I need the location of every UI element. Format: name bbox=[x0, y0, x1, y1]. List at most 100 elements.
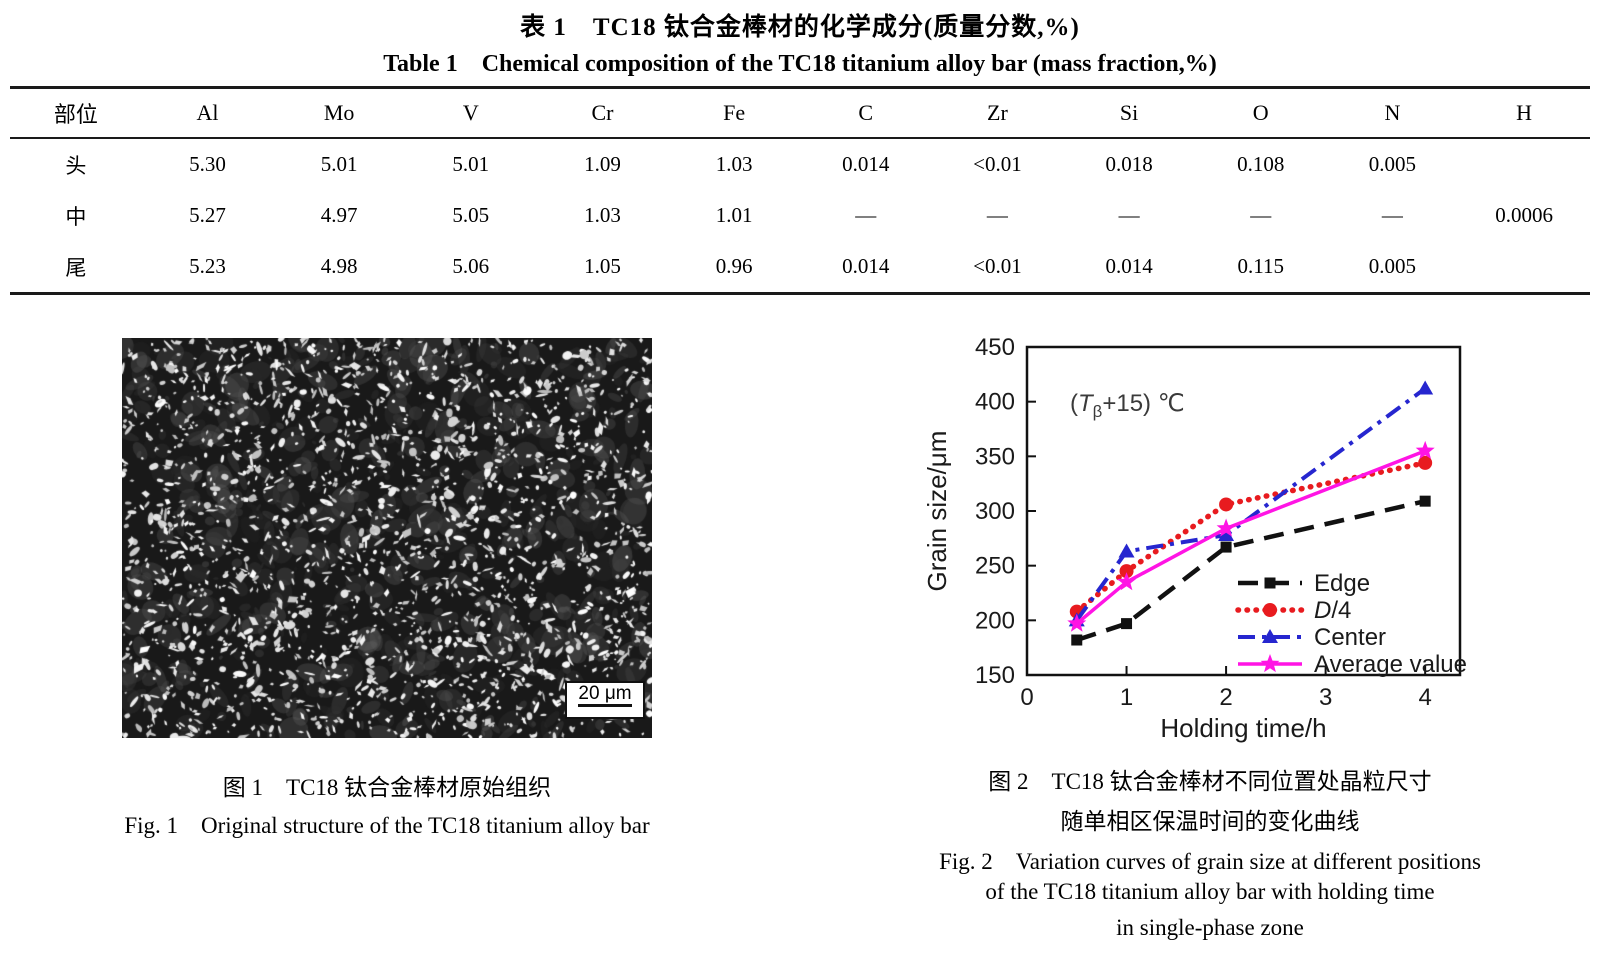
table-cell: 5.30 bbox=[189, 152, 226, 176]
series-line-center bbox=[1075, 386, 1427, 622]
column-header: 部位 bbox=[53, 102, 98, 127]
x-axis-label: Holding time/h bbox=[1160, 713, 1326, 743]
table-cell: 1.09 bbox=[584, 152, 621, 176]
figure2-caption-zh-line1: 图 2 TC18 钛合金棒材不同位置处晶粒尺寸 bbox=[988, 769, 1432, 794]
legend-label-d-4: D/4 bbox=[1314, 597, 1351, 624]
table-cell: 尾 bbox=[65, 255, 87, 280]
series-marker-average-value bbox=[1216, 518, 1236, 537]
y-tick-label: 250 bbox=[975, 553, 1015, 580]
table-cell: 5.05 bbox=[452, 203, 490, 227]
table-cell: 5.23 bbox=[189, 254, 226, 278]
table-cell: 5.06 bbox=[452, 254, 490, 278]
grain-size-chart: 150 200 250 300 350 400 450 0 1 2 3 4 Grain size/μm H… bbox=[922, 334, 1467, 743]
series-marker-edge bbox=[1419, 495, 1431, 507]
legend-marker-d-4 bbox=[1263, 603, 1277, 617]
table-cell bbox=[1458, 241, 1590, 294]
legend-marker-center bbox=[1262, 629, 1278, 643]
figure1-caption-zh: 图 1 TC18 钛合金棒材原始组织 bbox=[222, 775, 552, 800]
y-tick-label: 300 bbox=[975, 498, 1015, 525]
series-marker-average-value bbox=[1415, 440, 1435, 459]
column-header: V bbox=[462, 100, 479, 125]
column-header: Zr bbox=[987, 100, 1008, 125]
figure2-caption-en-line2: of the TC18 titanium alloy bar with hold… bbox=[985, 879, 1435, 904]
series-marker-center bbox=[1417, 380, 1434, 395]
y-tick-label: 450 bbox=[975, 334, 1015, 361]
table-row: 尾 5.23 4.98 5.06 1.05 0.96 0.014 <0.01 0.014 0.11… bbox=[10, 241, 1590, 294]
series-marker-edge bbox=[1121, 618, 1133, 630]
table-title-zh: 表 1 TC18 钛合金棒材的化学成分(质量分数,%) bbox=[520, 14, 1080, 41]
x-tick-label: 0 bbox=[1020, 684, 1033, 711]
series-marker-d-4 bbox=[1119, 564, 1134, 579]
y-tick-label: 150 bbox=[975, 662, 1015, 689]
table-cell: 0.018 bbox=[1105, 152, 1153, 176]
y-tick-label: 200 bbox=[975, 607, 1015, 634]
table-cell: 5.01 bbox=[452, 152, 490, 176]
series-line-edge bbox=[1076, 498, 1426, 643]
table-cell: 0.108 bbox=[1237, 152, 1285, 176]
column-header: Fe bbox=[723, 100, 746, 125]
table-cell: 5.27 bbox=[189, 203, 226, 227]
series-marker-center bbox=[1118, 543, 1135, 558]
table-cell: 5.01 bbox=[320, 152, 358, 176]
series-marker-average-value bbox=[1067, 613, 1087, 632]
figure2-caption-zh-line2: 随单相区保温时间的变化曲线 bbox=[1060, 809, 1360, 834]
table-cell: — bbox=[1381, 203, 1403, 227]
table-cell: — bbox=[1118, 203, 1140, 227]
column-header: Si bbox=[1119, 100, 1139, 125]
series-line-d-4 bbox=[1074, 460, 1428, 615]
annotation-temperature: (Tβ+15) ℃ bbox=[1070, 390, 1185, 421]
table-row: 中 5.27 4.97 5.05 1.03 1.01 — — — — — 0.0006 bbox=[10, 190, 1590, 241]
table-cell: 0.014 bbox=[842, 152, 890, 176]
table-cell: 0.115 bbox=[1237, 254, 1284, 278]
table-cell: — bbox=[986, 203, 1008, 227]
table-cell bbox=[1458, 138, 1590, 190]
y-tick-label: 350 bbox=[975, 443, 1015, 470]
table-cell: <0.01 bbox=[973, 254, 1022, 278]
table-cell: 4.97 bbox=[320, 203, 358, 227]
scale-bar-label: 20 μm bbox=[578, 683, 632, 704]
series-marker-d-4 bbox=[1418, 455, 1433, 470]
series-marker-edge bbox=[1071, 634, 1083, 646]
y-tick-label: 400 bbox=[975, 389, 1015, 416]
column-header: C bbox=[858, 100, 874, 125]
series-marker-average-value bbox=[1117, 572, 1137, 591]
x-tick-label: 1 bbox=[1120, 684, 1133, 711]
x-tick-label: 2 bbox=[1219, 684, 1232, 711]
legend-marker-edge bbox=[1264, 577, 1276, 589]
table-cell: — bbox=[855, 203, 877, 227]
figure2-caption-en-line3: in single-phase zone bbox=[1116, 915, 1304, 940]
table-cell: 0.014 bbox=[842, 254, 890, 278]
column-header: H bbox=[1516, 100, 1533, 125]
legend-marker-average-value bbox=[1260, 654, 1280, 673]
table-row: 头 5.30 5.01 5.01 1.09 1.03 0.014 <0.01 0.018 0.10… bbox=[10, 138, 1590, 190]
x-tick-label: 3 bbox=[1319, 684, 1332, 711]
table-cell: 中 bbox=[65, 204, 87, 229]
column-header: Al bbox=[196, 100, 219, 125]
table-cell: — bbox=[1250, 203, 1272, 227]
column-header: N bbox=[1384, 100, 1401, 125]
table-cell: 4.98 bbox=[320, 254, 358, 278]
series-marker-center bbox=[1218, 527, 1235, 542]
legend-label-average-value: Average value bbox=[1314, 651, 1467, 678]
table-cell: 1.03 bbox=[715, 152, 753, 176]
scale-bar: 20 μm bbox=[565, 681, 645, 719]
table-cell: 1.03 bbox=[584, 203, 621, 227]
table-cell: 1.05 bbox=[584, 254, 621, 278]
table-cell: 0.005 bbox=[1368, 254, 1417, 278]
y-axis-label: Grain size/μm bbox=[922, 431, 952, 592]
figure1-caption-en: Fig. 1 Original structure of the TC18 ti… bbox=[124, 813, 650, 838]
table-cell: 0.005 bbox=[1368, 152, 1417, 176]
series-marker-edge bbox=[1220, 541, 1232, 553]
figure2-caption-en-line1: Fig. 2 Variation curves of grain size at… bbox=[939, 849, 1481, 874]
scale-bar-line bbox=[578, 704, 632, 707]
table-cell: 0.96 bbox=[715, 254, 753, 278]
legend-label-center: Center bbox=[1314, 624, 1386, 651]
x-tick-label: 4 bbox=[1418, 684, 1431, 711]
table-cell: 头 bbox=[65, 153, 87, 178]
table-cell: 0.014 bbox=[1105, 254, 1153, 278]
micrograph-image bbox=[122, 338, 652, 738]
composition-table: 部位 Al Mo V Cr Fe C Zr Si O N H 头 5.30 5.01 5.01 1.09 1.03… bbox=[10, 86, 1590, 295]
legend-label-edge: Edge bbox=[1314, 570, 1370, 597]
table-cell: 0.0006 bbox=[1495, 203, 1553, 227]
